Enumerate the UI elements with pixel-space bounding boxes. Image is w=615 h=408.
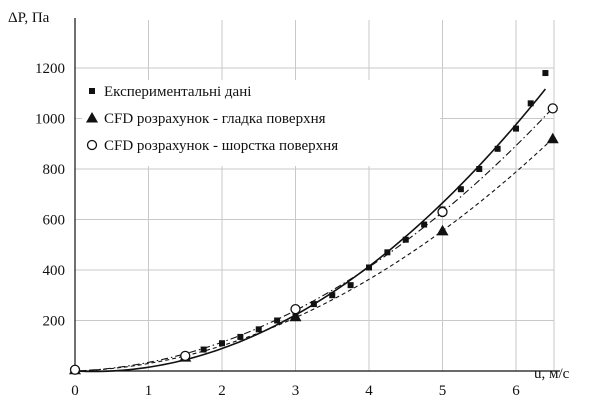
data-point-series-1 (527, 100, 534, 107)
data-point-series-2 (436, 224, 449, 236)
data-point-series-1 (347, 282, 354, 289)
x-tick-label: 4 (365, 383, 373, 399)
data-point-series-1 (255, 326, 262, 333)
y-tick-label: 400 (43, 263, 66, 279)
legend-marker (86, 112, 98, 123)
axes (74, 18, 560, 372)
fit-curve-series-3 (74, 107, 554, 372)
x-tick-label: 5 (439, 383, 447, 399)
data-point-series-1 (542, 70, 549, 77)
data-point-series-2 (289, 310, 302, 322)
data-point-series-1 (494, 145, 501, 152)
x-tick-label: 0 (71, 383, 79, 399)
fit-curve-series-1 (74, 88, 547, 373)
x-axis-label: u, м/с (534, 366, 570, 382)
x-tick-label: 1 (145, 383, 153, 399)
y-tick-label: 1200 (35, 61, 65, 77)
data-point-series-3 (69, 364, 81, 375)
legend-entry: Експериментальні дані (104, 84, 251, 100)
data-point-series-1 (402, 236, 409, 243)
data-point-series-1 (274, 317, 281, 324)
data-points (69, 70, 559, 375)
data-point-series-3 (437, 206, 448, 218)
data-point-series-1 (513, 125, 519, 132)
data-point-series-1 (200, 346, 207, 353)
y-tick-label: 1000 (35, 112, 65, 128)
y-axis-label: ΔP, Па (8, 10, 50, 26)
data-point-series-1 (237, 333, 244, 340)
data-point-series-2 (546, 132, 559, 144)
data-point-series-1 (476, 166, 483, 172)
data-point-series-1 (421, 221, 428, 228)
data-point-series-1 (310, 301, 317, 308)
x-tick-label: 3 (292, 383, 300, 399)
data-point-series-3 (180, 350, 191, 362)
y-tick-label: 600 (43, 213, 66, 229)
legend-marker (89, 88, 95, 94)
legend: Експериментальні дані CFD розрахунок - гл… (82, 80, 440, 166)
legend-entry: CFD розрахунок - гладка поверхня (104, 111, 326, 127)
x-tick-label: 6 (512, 383, 520, 399)
x-tick-label: 2 (218, 383, 226, 399)
data-point-series-1 (366, 264, 372, 271)
fit-curve-series-2 (74, 138, 554, 372)
data-point-series-3 (547, 103, 558, 114)
legend-entry: CFD розрахунок - шорстка поверхня (104, 138, 338, 154)
y-tick-label: 200 (43, 314, 66, 330)
legend-marker (86, 139, 98, 151)
legend-box (82, 80, 440, 166)
data-point-series-3 (290, 303, 301, 315)
data-point-series-1 (219, 340, 225, 347)
fit-curves (74, 88, 554, 373)
data-point-series-1 (457, 186, 464, 193)
grid (75, 20, 555, 371)
tick-labels: 0 1 2 3 4 5 6 200 400 600 800 1000 1200 (35, 61, 520, 399)
data-point-series-1 (329, 292, 336, 299)
data-point-series-1 (384, 249, 391, 256)
y-tick-label: 800 (43, 162, 66, 178)
